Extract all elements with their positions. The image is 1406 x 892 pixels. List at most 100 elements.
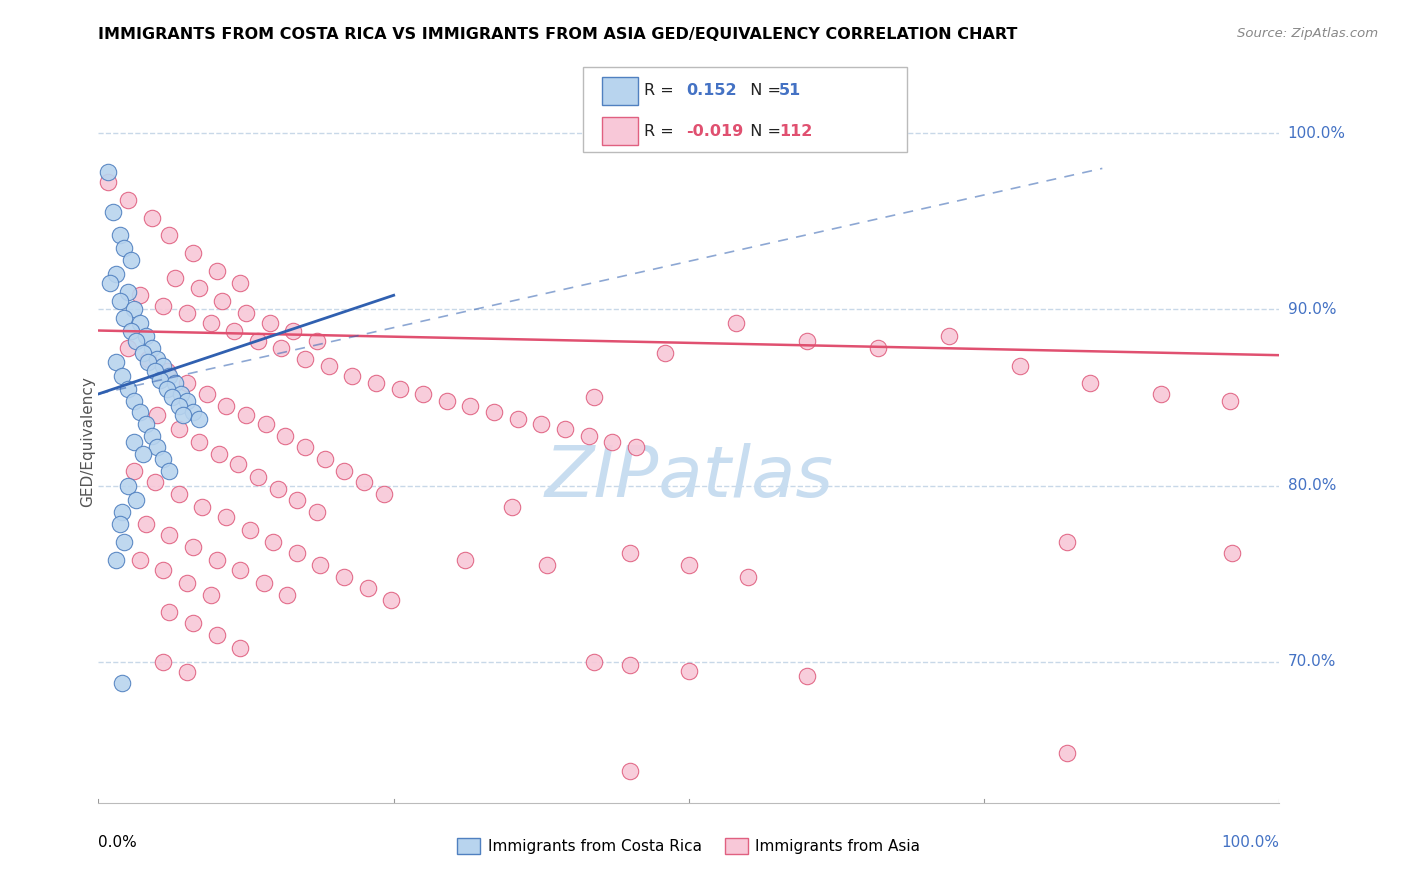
Point xyxy=(229,276,252,290)
Point xyxy=(1056,535,1078,549)
Point xyxy=(122,434,145,449)
Point xyxy=(285,492,308,507)
Point xyxy=(583,391,606,405)
Point xyxy=(111,505,134,519)
Point xyxy=(167,399,190,413)
Point xyxy=(187,434,209,449)
Point xyxy=(333,465,356,479)
Point xyxy=(176,575,198,590)
Text: N =: N = xyxy=(740,84,786,98)
Point xyxy=(117,382,139,396)
Point xyxy=(117,478,139,492)
Point xyxy=(796,334,818,348)
Point xyxy=(253,575,276,590)
Point xyxy=(112,311,135,326)
Point xyxy=(453,552,475,566)
Point xyxy=(117,341,139,355)
Point xyxy=(152,563,174,577)
Point xyxy=(152,359,174,373)
Point xyxy=(215,399,238,413)
Point xyxy=(796,669,818,683)
Point xyxy=(208,447,231,461)
Text: 100.0%: 100.0% xyxy=(1288,126,1346,141)
Text: R =: R = xyxy=(644,84,679,98)
Point xyxy=(530,417,553,431)
Point xyxy=(146,440,169,454)
Text: 112: 112 xyxy=(779,124,813,138)
Point xyxy=(141,341,163,355)
Point xyxy=(205,552,228,566)
Point xyxy=(226,458,249,472)
Point xyxy=(146,408,169,422)
Point xyxy=(157,228,180,243)
Point xyxy=(170,387,193,401)
Point xyxy=(294,351,316,366)
Point xyxy=(167,422,190,436)
Point xyxy=(152,299,174,313)
Point xyxy=(318,359,340,373)
Point xyxy=(105,267,128,281)
Point xyxy=(191,500,214,514)
Point xyxy=(619,764,641,778)
Point xyxy=(737,570,759,584)
Point xyxy=(117,193,139,207)
Point xyxy=(176,306,198,320)
Text: Source: ZipAtlas.com: Source: ZipAtlas.com xyxy=(1237,27,1378,40)
Point xyxy=(125,492,148,507)
Point xyxy=(578,429,600,443)
Point xyxy=(239,523,262,537)
Point xyxy=(112,535,135,549)
Point xyxy=(187,411,209,425)
Text: 100.0%: 100.0% xyxy=(1222,835,1279,850)
Point xyxy=(97,176,120,190)
Point xyxy=(1056,747,1078,761)
Point xyxy=(333,570,356,584)
Text: 0.0%: 0.0% xyxy=(98,835,138,850)
Point xyxy=(259,317,281,331)
Point xyxy=(157,369,180,384)
Point xyxy=(619,658,641,673)
Point xyxy=(141,211,163,225)
Point xyxy=(98,276,121,290)
Point xyxy=(136,355,159,369)
Point xyxy=(211,293,233,308)
Point xyxy=(112,241,135,255)
Point xyxy=(229,640,252,655)
Point xyxy=(135,328,157,343)
Point xyxy=(678,558,700,572)
Point xyxy=(274,429,297,443)
Point xyxy=(412,387,434,401)
Point xyxy=(364,376,387,391)
Point xyxy=(157,528,180,542)
Point xyxy=(1219,394,1241,409)
Point xyxy=(122,394,145,409)
Text: IMMIGRANTS FROM COSTA RICA VS IMMIGRANTS FROM ASIA GED/EQUIVALENCY CORRELATION C: IMMIGRANTS FROM COSTA RICA VS IMMIGRANTS… xyxy=(98,27,1018,42)
Point xyxy=(262,535,284,549)
Point xyxy=(200,317,222,331)
Point xyxy=(725,317,748,331)
Point xyxy=(143,475,166,489)
Point xyxy=(654,346,676,360)
Point xyxy=(380,593,402,607)
Point xyxy=(294,440,316,454)
Point xyxy=(353,475,375,489)
Point xyxy=(270,341,292,355)
Text: R =: R = xyxy=(644,124,679,138)
Point xyxy=(111,369,134,384)
Point xyxy=(215,510,238,524)
Point xyxy=(436,394,458,409)
Point xyxy=(181,541,204,555)
Text: 90.0%: 90.0% xyxy=(1288,301,1336,317)
Point xyxy=(176,394,198,409)
Point xyxy=(1220,545,1243,559)
Text: 51: 51 xyxy=(779,84,801,98)
Point xyxy=(128,552,150,566)
Point xyxy=(624,440,647,454)
Point xyxy=(181,615,204,630)
Point xyxy=(373,487,395,501)
Point xyxy=(105,355,128,369)
Point xyxy=(181,404,204,418)
Point xyxy=(160,391,183,405)
Point xyxy=(619,545,641,559)
Point xyxy=(536,558,558,572)
